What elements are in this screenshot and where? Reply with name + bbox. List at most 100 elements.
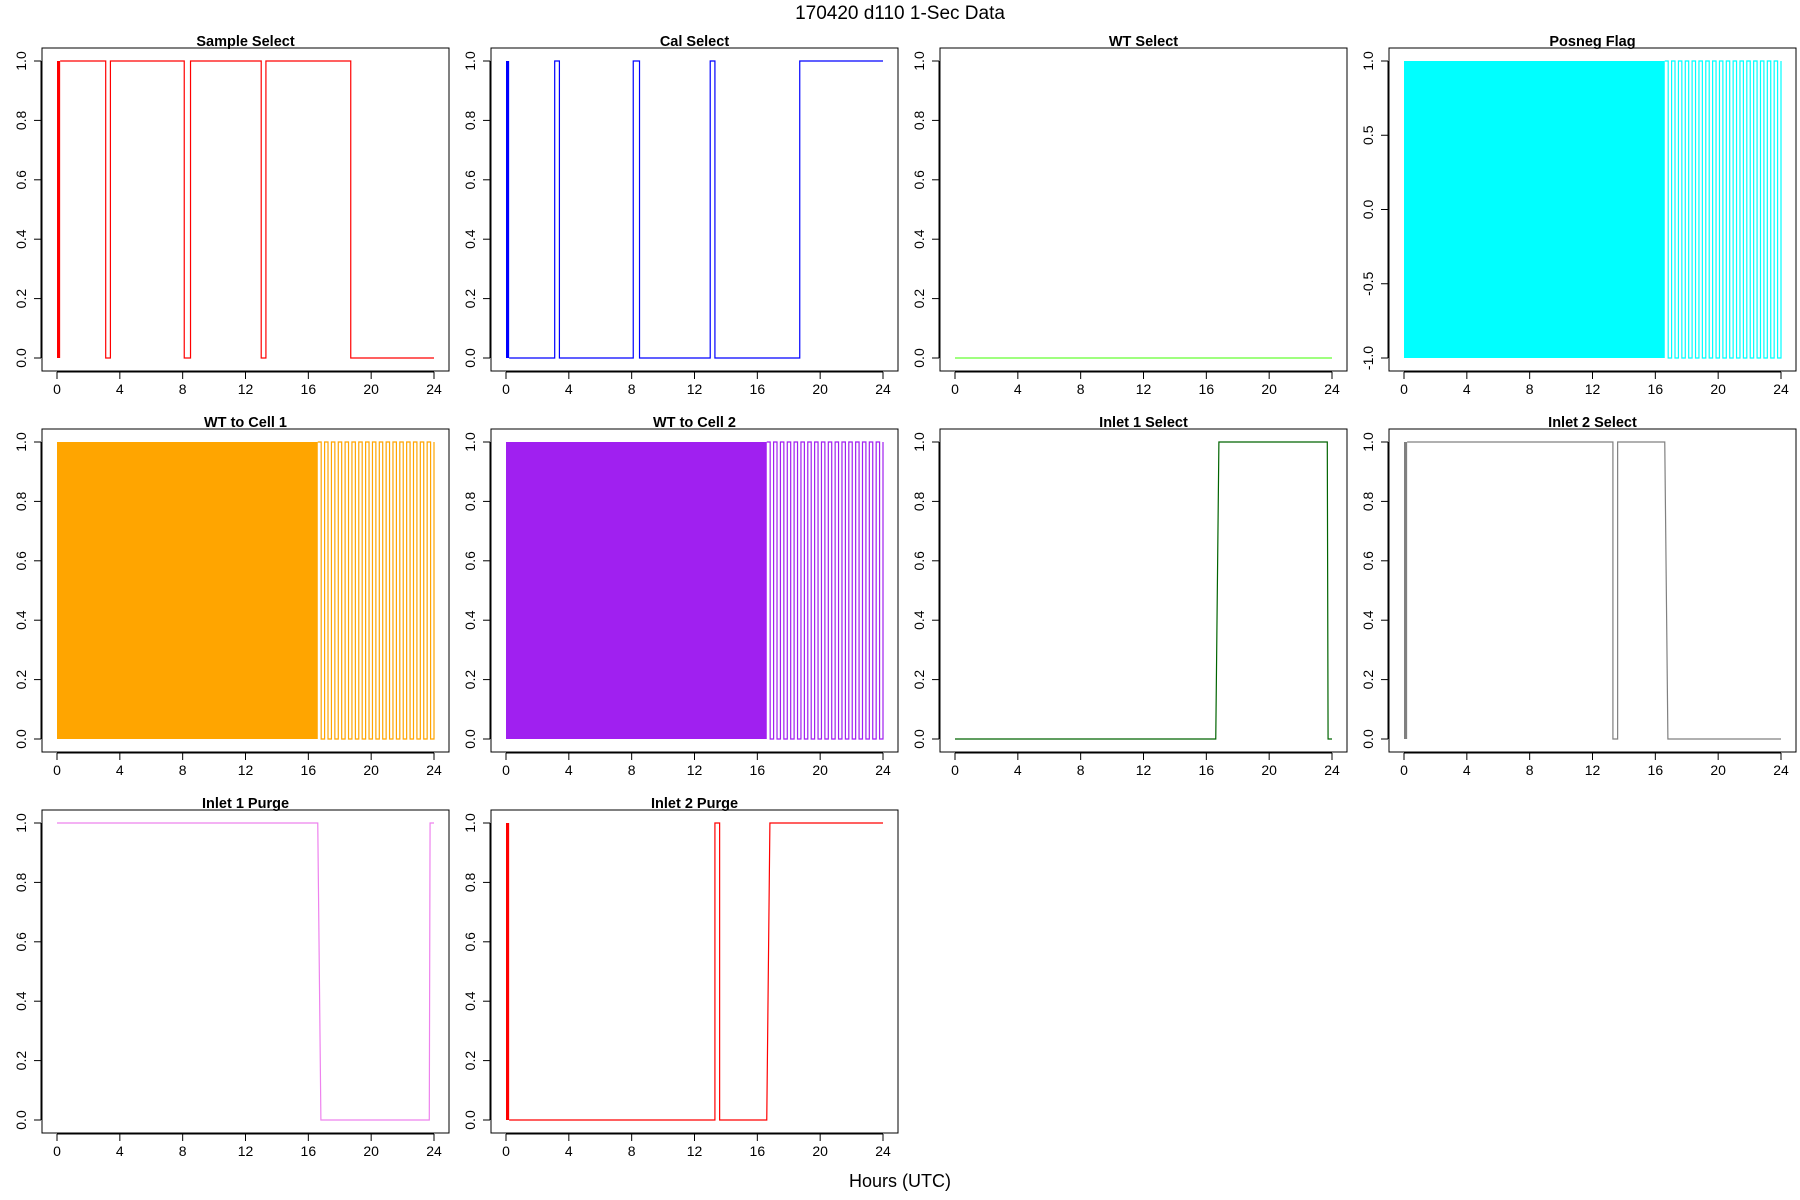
x-tick-label: 24	[1773, 381, 1789, 397]
plot-frame	[1388, 47, 1797, 372]
x-tick-label: 20	[1261, 762, 1277, 778]
x-tick-label: 16	[750, 1143, 766, 1159]
plot-frame	[41, 428, 450, 753]
x-tick-label: 20	[1710, 381, 1726, 397]
dense-signal-band	[506, 442, 767, 739]
plot-frame	[939, 47, 1348, 372]
y-tick-label: 1.0	[462, 432, 478, 452]
series-line	[766, 441, 884, 740]
x-tick-label: 24	[426, 762, 442, 778]
dense-signal-band	[1404, 61, 1665, 358]
series-line	[1664, 60, 1782, 359]
x-tick-label: 20	[1261, 381, 1277, 397]
series-line	[955, 441, 1332, 740]
x-tick-label: 8	[1526, 381, 1534, 397]
y-tick-label: 0.2	[462, 670, 478, 690]
x-tick-label: 8	[628, 1143, 636, 1159]
panel-title: Inlet 1 Purge	[202, 796, 289, 812]
x-tick-label: 8	[179, 762, 187, 778]
x-tick-label: 0	[502, 381, 510, 397]
y-tick-label: 0.8	[462, 491, 478, 511]
y-tick-label: 0.0	[462, 348, 478, 368]
x-tick-label: 12	[687, 381, 703, 397]
figure-title: 170420 d110 1-Sec Data	[795, 3, 1005, 24]
panel-inlet-1-select: Inlet 1 Select 0 4 8 12 16 20 24 0.0 0.2 0.4 0.6 0.8…	[911, 415, 1348, 778]
panel-sample-select: Sample Select 0 4 8 12 16 20 24 0.0 0.2 0.4 0.6 0.8 1…	[13, 34, 450, 397]
y-tick-label: 0.6	[911, 170, 927, 190]
y-tick-label: 0.6	[13, 932, 29, 952]
panel-wt-select: WT Select 0 4 8 12 16 20 24 0.0 0.2 0.4 0.6 0.8 1.0	[911, 34, 1348, 397]
y-tick-label: 0.6	[462, 551, 478, 571]
x-tick-label: 0	[53, 762, 61, 778]
y-tick-label: 0.2	[462, 1051, 478, 1071]
y-tick-label: 0.0	[911, 729, 927, 749]
y-tick-label: 0.2	[1360, 670, 1376, 690]
x-tick-label: 20	[363, 381, 379, 397]
x-tick-label: 16	[750, 762, 766, 778]
x-tick-label: 4	[565, 762, 573, 778]
x-tick-label: 16	[750, 381, 766, 397]
dense-signal-band	[57, 61, 61, 358]
y-tick-label: -0.5	[1360, 271, 1376, 295]
x-tick-label: 8	[628, 381, 636, 397]
x-tick-label: 24	[875, 1143, 891, 1159]
y-tick-label: 0.0	[13, 348, 29, 368]
x-tick-label: 12	[687, 1143, 703, 1159]
panel-title: WT to Cell 1	[204, 415, 287, 431]
y-tick-label: 1.0	[1360, 432, 1376, 452]
figure-x-axis-label: Hours (UTC)	[849, 1171, 951, 1191]
x-tick-label: 16	[1199, 762, 1215, 778]
panel-posneg-flag: Posneg Flag 0 4 8 12 16 20 24 -1.0 -0.5 0.0 0.5 1.0	[1360, 34, 1797, 397]
y-tick-label: 0.2	[13, 1051, 29, 1071]
x-tick-label: 16	[1648, 381, 1664, 397]
y-tick-label: 1.0	[1360, 51, 1376, 71]
x-tick-label: 8	[628, 762, 636, 778]
x-tick-label: 4	[116, 381, 124, 397]
y-tick-label: 0.6	[13, 551, 29, 571]
y-tick-label: 0.0	[462, 729, 478, 749]
dense-signal-band	[57, 442, 318, 739]
y-tick-label: 0.0	[1360, 200, 1376, 220]
x-tick-label: 0	[502, 762, 510, 778]
series-line	[1407, 441, 1781, 740]
y-tick-label: 0.8	[911, 110, 927, 130]
y-tick-label: 1.0	[462, 51, 478, 71]
x-tick-label: 4	[1014, 762, 1022, 778]
x-tick-label: 4	[116, 1143, 124, 1159]
x-tick-label: 0	[1400, 381, 1408, 397]
y-tick-label: 0.6	[1360, 551, 1376, 571]
x-tick-label: 24	[1324, 762, 1340, 778]
y-tick-label: 0.0	[911, 348, 927, 368]
y-tick-label: 0.2	[13, 289, 29, 309]
dense-signal-band	[506, 823, 510, 1120]
x-tick-label: 24	[1773, 762, 1789, 778]
x-tick-label: 12	[238, 1143, 254, 1159]
y-tick-label: 0.8	[1360, 491, 1376, 511]
y-tick-label: 0.4	[462, 991, 478, 1011]
x-tick-label: 16	[301, 381, 317, 397]
plot-frame	[490, 47, 899, 372]
x-tick-label: 20	[812, 762, 828, 778]
x-tick-label: 12	[1136, 762, 1152, 778]
x-tick-label: 8	[1077, 762, 1085, 778]
y-tick-label: 0.2	[911, 289, 927, 309]
x-tick-label: 12	[238, 762, 254, 778]
panel-title: WT to Cell 2	[653, 415, 736, 431]
plot-frame	[490, 809, 899, 1134]
y-tick-label: 0.0	[462, 1110, 478, 1130]
y-tick-label: 1.0	[462, 813, 478, 833]
x-tick-label: 20	[812, 381, 828, 397]
x-tick-label: 24	[1324, 381, 1340, 397]
y-tick-label: 1.0	[13, 813, 29, 833]
y-tick-label: 0.2	[462, 289, 478, 309]
y-tick-label: 0.6	[462, 932, 478, 952]
y-tick-label: 0.4	[1360, 610, 1376, 630]
y-tick-label: 0.4	[462, 229, 478, 249]
x-tick-label: 24	[426, 1143, 442, 1159]
y-tick-label: 0.4	[462, 610, 478, 630]
y-tick-label: 1.0	[911, 51, 927, 71]
panel-title: WT Select	[1109, 34, 1178, 50]
x-tick-label: 20	[363, 762, 379, 778]
panel-inlet-2-purge: Inlet 2 Purge 0 4 8 12 16 20 24 0.0 0.2 0.4 0.6 0.8 1…	[462, 796, 899, 1159]
